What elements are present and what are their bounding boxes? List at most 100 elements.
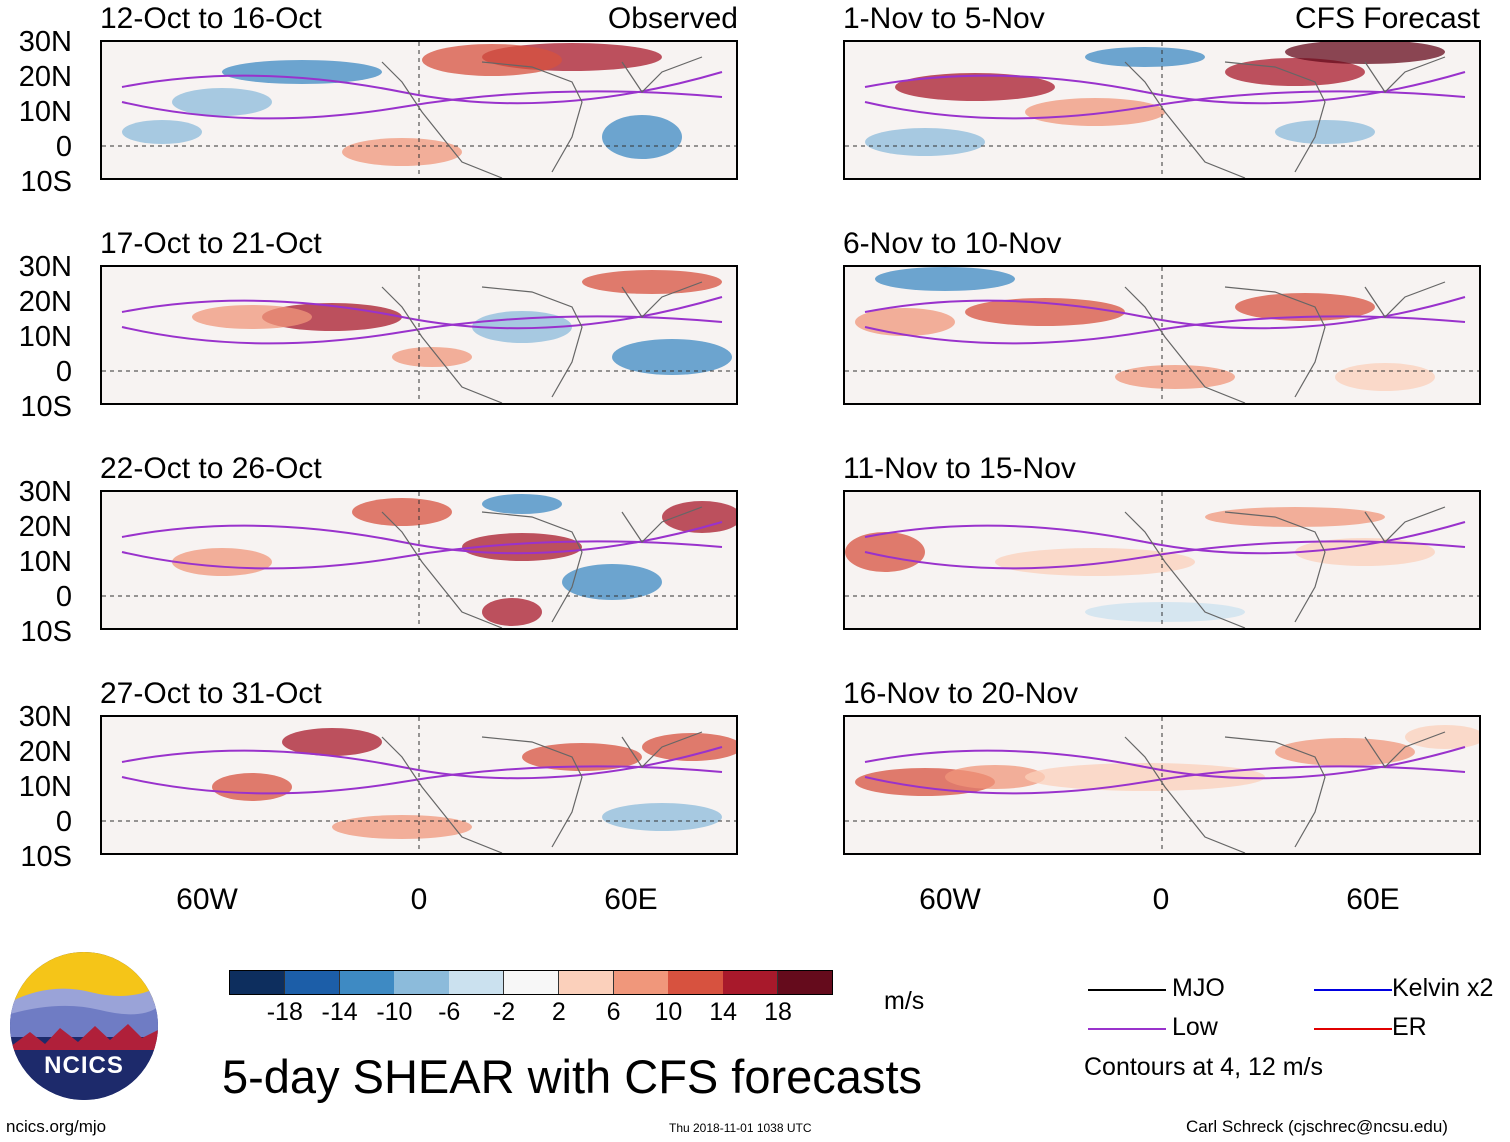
- low-contour: [864, 521, 1466, 555]
- shear-anomaly-area: [1285, 42, 1445, 64]
- shear-anomaly-area: [342, 138, 462, 166]
- shear-anomaly-area: [1335, 363, 1435, 391]
- colorbar-tick-label: -2: [492, 998, 516, 1026]
- legend-contours-note: Contours at 4, 12 m/s: [1084, 1053, 1324, 1081]
- legend-label-mjo: MJO: [1172, 974, 1225, 1002]
- logo-text: NCICS: [44, 1052, 124, 1079]
- coastline: [381, 56, 703, 178]
- lat-label: 0: [55, 581, 72, 613]
- low-contour: [864, 315, 1466, 345]
- shear-anomaly-area: [895, 73, 1055, 101]
- legend-line-er: [1314, 1028, 1392, 1030]
- panel-title-4: 27-Oct to 31-Oct: [100, 677, 322, 710]
- low-contour: [121, 746, 723, 780]
- shear-anomaly-area: [602, 115, 682, 159]
- map-panel-7: [843, 490, 1481, 630]
- lon-label-0-left: 0: [410, 883, 428, 916]
- legend-label-low: Low: [1172, 1013, 1218, 1041]
- lon-label-0-right: 0: [1152, 883, 1170, 916]
- map-panel-6: [843, 265, 1481, 405]
- shear-anomaly-area: [212, 773, 292, 801]
- shear-anomaly-area: [1295, 538, 1435, 566]
- shear-anomaly-area: [855, 308, 955, 336]
- lon-label-60w-left: 60W: [176, 883, 238, 916]
- map-field: [845, 717, 1479, 853]
- panel-tag-observed: Observed: [607, 2, 738, 35]
- lat-label: 10S: [20, 616, 72, 648]
- colorbar-tick-label: 18: [764, 998, 792, 1026]
- coastline: [1124, 281, 1446, 403]
- shear-anomaly-area: [1275, 120, 1375, 144]
- map-field: [102, 267, 736, 403]
- main-title: 5-day SHEAR with CFS forecasts: [222, 1050, 922, 1103]
- lat-label: 30N: [18, 26, 72, 58]
- low-contour: [121, 296, 723, 330]
- legend-label-er: ER: [1392, 1013, 1427, 1041]
- shear-anomaly-area: [945, 765, 1045, 789]
- low-contour: [121, 521, 723, 555]
- panel-title-7: 11-Nov to 15-Nov: [843, 452, 1076, 485]
- legend-line-low: [1088, 1028, 1166, 1030]
- panel-title-3: 22-Oct to 26-Oct: [100, 452, 322, 485]
- lat-label: 20N: [18, 286, 72, 318]
- panel-title-1: 12-Oct to 16-Oct: [100, 2, 322, 35]
- coastline: [1124, 731, 1446, 853]
- shear-anomaly-area: [1085, 602, 1245, 622]
- shear-anomaly-area: [875, 267, 1015, 291]
- shear-anomaly-area: [482, 598, 542, 626]
- map-panel-3: [100, 490, 738, 630]
- shear-anomaly-area: [845, 532, 925, 572]
- colorbar-cell: [558, 971, 615, 995]
- panel-title-2: 17-Oct to 21-Oct: [100, 227, 322, 260]
- map-field: [845, 267, 1479, 403]
- colorbar-tick-label: -10: [376, 998, 413, 1026]
- lon-label-60e-left: 60E: [604, 883, 658, 916]
- map-panel-1: [100, 40, 738, 180]
- legend-line-kelvin: [1314, 989, 1392, 991]
- lat-label: 20N: [18, 511, 72, 543]
- low-contour: [864, 296, 1466, 330]
- map-panel-8: [843, 715, 1481, 855]
- coastline: [1124, 56, 1446, 178]
- shear-anomaly-area: [192, 305, 312, 329]
- lat-label: 30N: [18, 476, 72, 508]
- shear-anomaly-area: [172, 88, 272, 116]
- panel-title-5: 1-Nov to 5-Nov: [843, 2, 1045, 35]
- shear-anomaly-area: [1235, 293, 1375, 321]
- shear-anomaly-area: [865, 128, 985, 156]
- colorbar-cell: [449, 971, 505, 995]
- shear-anomaly-area: [612, 339, 732, 375]
- shear-anomaly-area: [965, 298, 1125, 326]
- lat-label: 20N: [18, 61, 72, 93]
- shear-anomaly-area: [1275, 738, 1415, 766]
- colorbar-cell: [284, 971, 341, 995]
- colorbar-tick-label: -6: [438, 998, 461, 1026]
- map-panel-5: [843, 40, 1481, 180]
- low-contour: [864, 540, 1466, 570]
- shear-anomaly-area: [462, 533, 582, 561]
- lat-label: 10N: [18, 546, 72, 578]
- lat-label: 10N: [18, 321, 72, 353]
- shear-anomaly-area: [332, 815, 472, 839]
- shear-anomaly-area: [995, 548, 1195, 576]
- coastline: [381, 281, 703, 403]
- lon-label-60w-right: 60W: [919, 883, 981, 916]
- map-field: [102, 492, 736, 628]
- shear-anomaly-area: [1115, 365, 1235, 389]
- lat-label: 10S: [20, 166, 72, 198]
- map-field: [845, 492, 1479, 628]
- colorbar-cell: [339, 971, 395, 995]
- legend-label-kelvin: Kelvin x2: [1392, 974, 1494, 1002]
- shear-anomaly-area: [562, 564, 662, 600]
- low-contour: [121, 90, 723, 120]
- lat-label: 10N: [18, 96, 72, 128]
- footer-url: ncics.org/mjo: [6, 1117, 107, 1136]
- shear-anomaly-area: [662, 501, 736, 533]
- lat-label: 20N: [18, 736, 72, 768]
- colorbar-cell: [230, 971, 286, 995]
- lat-label: 0: [55, 131, 72, 163]
- shear-anomaly-area: [392, 347, 472, 367]
- lat-label: 30N: [18, 251, 72, 283]
- low-contour: [121, 71, 723, 105]
- low-contour: [864, 71, 1466, 105]
